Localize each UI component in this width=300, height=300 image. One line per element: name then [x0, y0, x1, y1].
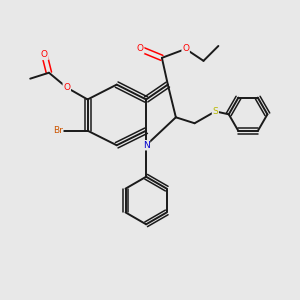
Text: O: O — [182, 44, 189, 53]
Text: O: O — [137, 44, 144, 53]
Text: S: S — [212, 107, 218, 116]
Text: N: N — [143, 141, 149, 150]
Text: O: O — [41, 50, 48, 59]
Text: Br: Br — [53, 126, 63, 135]
Text: O: O — [63, 83, 70, 92]
